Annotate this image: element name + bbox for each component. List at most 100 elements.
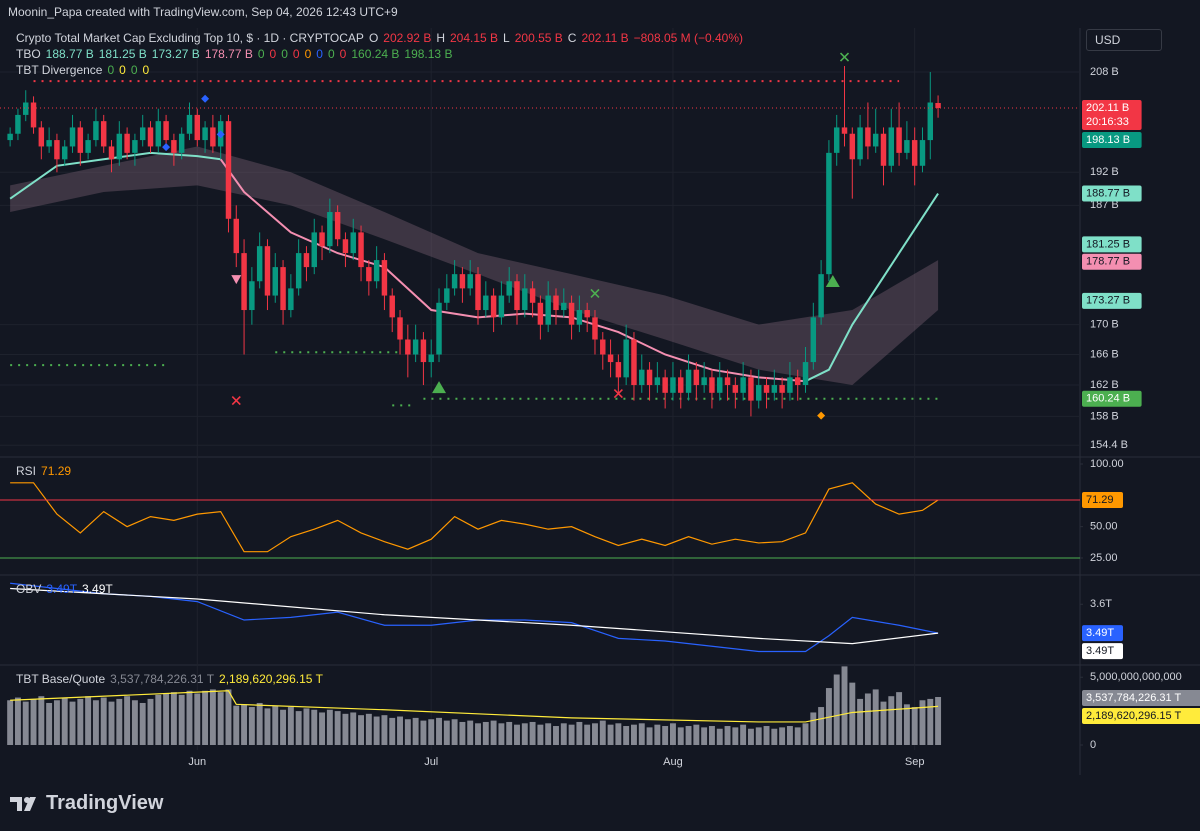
bar	[498, 723, 505, 745]
bar	[701, 727, 708, 745]
legend-value: 0	[130, 63, 138, 77]
candle-body	[935, 103, 941, 109]
legend-value: 3,537,784,226.31 T	[110, 672, 215, 686]
bar	[911, 707, 918, 745]
signal-cross	[839, 52, 850, 62]
price-badge	[1082, 236, 1142, 253]
logo-icon	[10, 796, 36, 811]
candle-body	[241, 253, 247, 311]
bar	[319, 712, 326, 745]
signal-cross	[231, 396, 241, 406]
legend-value: 0	[304, 47, 312, 61]
series-line	[10, 582, 939, 653]
candle-body	[163, 121, 169, 141]
candle-body	[662, 377, 668, 393]
candle-body	[61, 146, 68, 160]
signal-diamond	[216, 130, 225, 139]
candle-body	[529, 288, 536, 303]
bar	[155, 694, 162, 745]
candle-body	[46, 140, 52, 147]
badge-label: 160.24 B	[1086, 393, 1130, 405]
bar	[342, 713, 349, 745]
bar	[280, 709, 287, 745]
signal-diamond	[201, 94, 210, 103]
bar	[872, 689, 879, 745]
y-tick-label: 162 B	[1090, 379, 1119, 391]
legend-value: 181.25 B	[98, 47, 147, 61]
price-badge	[1082, 690, 1200, 706]
y-tick-label: 25.00	[1090, 552, 1118, 564]
bar	[654, 724, 661, 745]
bar	[186, 690, 193, 745]
bar	[716, 728, 723, 745]
bar	[209, 689, 216, 745]
bar	[880, 701, 887, 745]
bar	[85, 696, 92, 745]
candle-body	[779, 385, 785, 393]
bar	[802, 723, 809, 745]
candle-body	[366, 267, 372, 282]
legend-name: Crypto Total Market Cap Excluding Top 10…	[16, 31, 364, 45]
bar	[428, 719, 435, 745]
candle-body	[233, 218, 240, 254]
y-tick-label: 50.00	[1090, 521, 1118, 533]
candle-body	[288, 288, 294, 311]
bar	[903, 704, 910, 745]
legend-value: 0	[281, 47, 288, 61]
footer-logo: TradingView	[10, 792, 163, 815]
candle-body	[498, 295, 505, 318]
bar	[170, 692, 177, 745]
legend-value: 2,189,620,296.15 T	[219, 672, 323, 686]
candle-body	[483, 295, 489, 311]
candle-body	[506, 281, 512, 296]
candle-body	[646, 369, 653, 386]
legend-value: 0	[142, 63, 150, 77]
legend-name: RSI	[16, 464, 37, 478]
legend-value: 173.27 B	[151, 47, 200, 61]
bar	[732, 727, 739, 745]
bar	[459, 721, 466, 745]
candle-body	[397, 317, 403, 340]
legend-value: 178.77 B	[204, 47, 253, 61]
badge-label: 188.77 B	[1086, 187, 1130, 199]
bar	[77, 698, 84, 745]
bar	[646, 727, 653, 745]
candle-body	[685, 369, 692, 393]
bar	[178, 694, 185, 745]
candle-body	[389, 295, 395, 318]
legend-name: TBT Base/Quote	[16, 672, 106, 686]
candle-body	[155, 121, 162, 147]
badge-label: 173.27 B	[1086, 295, 1130, 307]
bar	[358, 715, 365, 745]
candle-body	[475, 274, 481, 311]
legend-row: OBV 3.49T 3.49T	[16, 581, 118, 597]
candle-body	[210, 127, 216, 147]
badge-label: 2,189,620,296.15 T	[1086, 710, 1181, 722]
candle-body	[451, 274, 458, 289]
price-badge	[1082, 643, 1123, 660]
candle-body	[537, 302, 544, 325]
candle-body	[490, 295, 497, 318]
bar	[779, 727, 786, 745]
badge-label: 3.49T	[1086, 645, 1114, 657]
candle-body	[124, 133, 130, 153]
candle-body	[100, 121, 107, 147]
badge-label: 178.77 B	[1086, 256, 1130, 268]
bar	[334, 711, 341, 745]
candle-body	[514, 281, 520, 311]
currency-button[interactable]: USD	[1086, 29, 1162, 51]
bar	[771, 728, 778, 745]
candle-body	[818, 274, 824, 318]
legend-value: 0	[327, 47, 335, 61]
candle-body	[93, 121, 99, 141]
candle-body	[639, 369, 645, 386]
bar	[131, 700, 138, 745]
bar	[108, 701, 115, 745]
bar	[935, 697, 942, 745]
legend-value: 204.15 B	[450, 31, 499, 45]
legend-value: 202.92 B	[383, 31, 432, 45]
badge-sub: 20:16:33	[1086, 116, 1129, 128]
candle-body	[592, 317, 598, 340]
x-tick-label: Aug	[663, 756, 683, 768]
